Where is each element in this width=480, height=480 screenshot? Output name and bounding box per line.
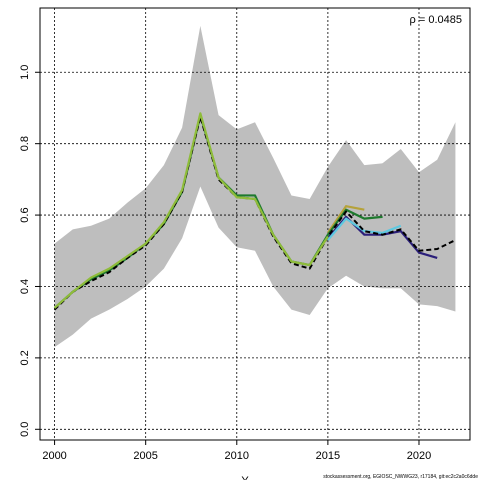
- source-credit: stockassessment.org, EGIOSC_NWWG23, r171…: [323, 474, 478, 480]
- x-axis-title: Y: [241, 475, 249, 480]
- y-tick-label: 0.2: [19, 350, 31, 365]
- x-tick-label: 2000: [42, 450, 66, 462]
- x-tick-label: 2020: [407, 450, 431, 462]
- series-line: [53, 112, 329, 309]
- series-layer: [53, 112, 456, 311]
- series-line: [326, 205, 365, 234]
- x-tick-label: 2010: [225, 450, 249, 462]
- plot-frame: [39, 7, 471, 441]
- grid-layer: [40, 8, 470, 440]
- y-tick-label: 0.0: [19, 422, 31, 437]
- x-tick-label: 2005: [133, 450, 157, 462]
- y-tick-label: 0.4: [19, 279, 31, 294]
- rho-annotation: ρ = 0.0485: [410, 14, 462, 26]
- y-tick-label: 1.0: [19, 65, 31, 80]
- axis-layer: 2000 2005 2010 2015 2020 0.0 0.2 0.4 0.6 0.8 1.0: [19, 65, 431, 462]
- x-tick-label: 2015: [316, 450, 340, 462]
- y-tick-label: 0.6: [19, 207, 31, 222]
- confidence-band: [54, 25, 456, 348]
- y-tick-label: 0.8: [19, 136, 31, 151]
- series-line: [327, 217, 402, 241]
- confidence-band-layer: [54, 25, 456, 348]
